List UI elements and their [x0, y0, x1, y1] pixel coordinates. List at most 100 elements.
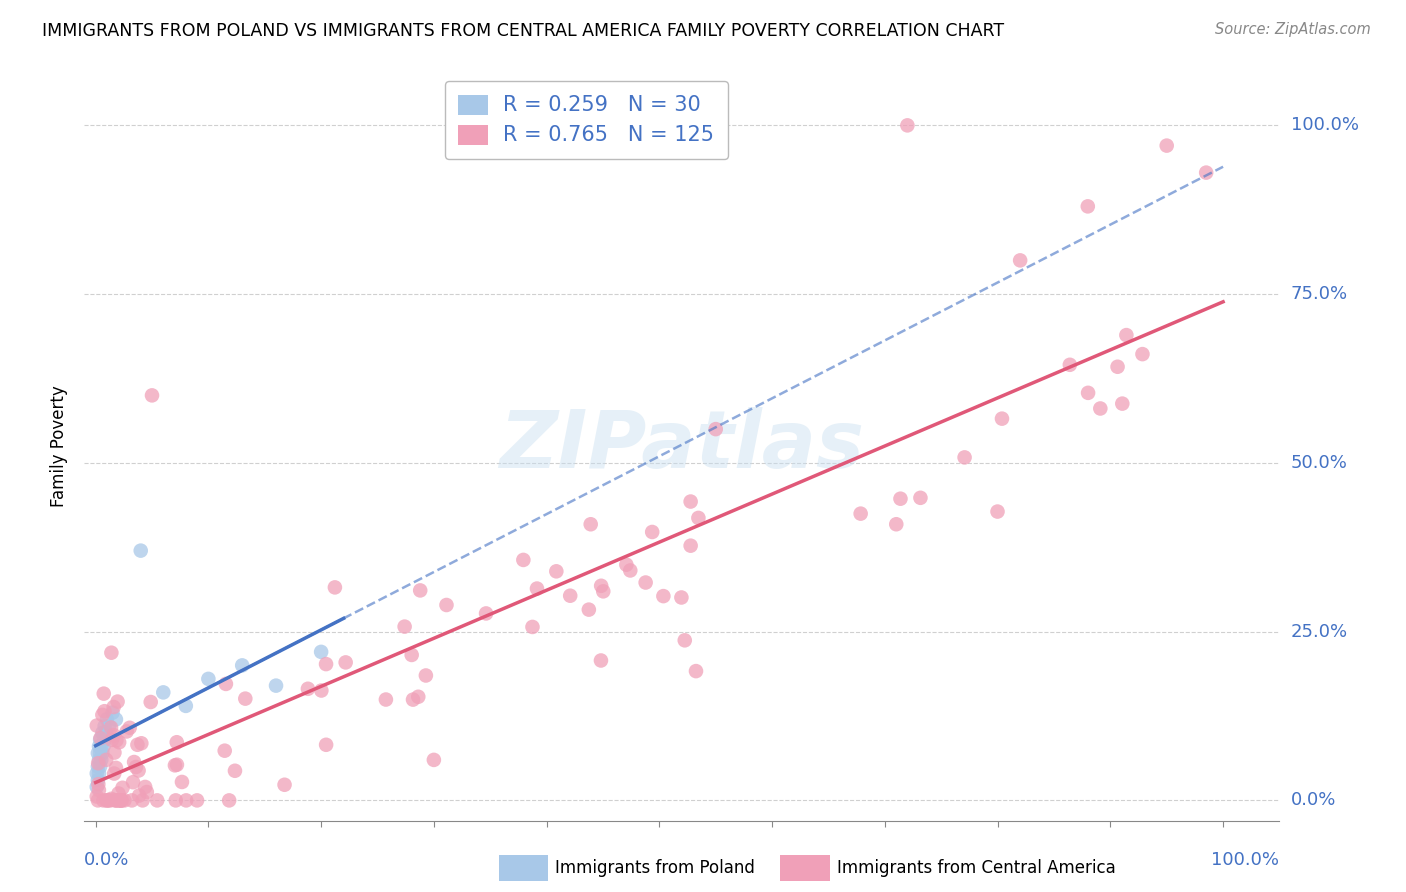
Point: [135, 785, 157, 799]
Point: [134, 780, 156, 794]
Point: [96, 753, 118, 767]
Point: [273, 778, 295, 792]
Text: 100.0%: 100.0%: [1291, 116, 1358, 135]
Point: [87, 739, 110, 754]
Point: [93, 793, 115, 807]
Point: [619, 564, 641, 578]
Point: [560, 589, 582, 603]
Point: [96, 793, 118, 807]
Point: [87, 746, 110, 760]
Point: [112, 793, 135, 807]
Point: [86, 789, 108, 804]
Text: Immigrants from Poland: Immigrants from Poland: [555, 859, 755, 877]
Point: [118, 721, 141, 735]
Point: [146, 793, 169, 807]
Point: [121, 793, 143, 807]
Y-axis label: Family Poverty: Family Poverty: [51, 385, 69, 507]
Point: [87, 777, 110, 791]
Point: [115, 724, 138, 739]
Point: [110, 793, 132, 807]
Point: [87, 753, 110, 767]
Point: [131, 793, 153, 807]
Point: [87, 766, 110, 780]
Point: [100, 792, 122, 806]
Text: 0.0%: 0.0%: [1291, 791, 1336, 809]
Text: Source: ZipAtlas.com: Source: ZipAtlas.com: [1215, 22, 1371, 37]
Point: [174, 698, 197, 713]
Point: [87, 759, 110, 773]
Point: [127, 738, 149, 752]
Point: [128, 789, 150, 803]
Point: [1195, 166, 1218, 180]
Point: [86, 718, 108, 732]
Point: [163, 758, 186, 772]
Point: [889, 491, 911, 506]
Point: [297, 681, 319, 696]
Point: [589, 653, 612, 667]
Point: [141, 388, 163, 402]
Point: [986, 505, 1008, 519]
Point: [685, 664, 707, 678]
Point: [107, 787, 129, 801]
Point: [1059, 358, 1081, 372]
Text: 75.0%: 75.0%: [1291, 285, 1348, 303]
Point: [323, 581, 346, 595]
Point: [103, 766, 125, 780]
Point: [953, 450, 976, 465]
Point: [107, 695, 129, 709]
Point: [688, 511, 710, 525]
Point: [591, 579, 613, 593]
Point: [214, 744, 236, 758]
Text: ZIPatlas: ZIPatlas: [499, 407, 865, 485]
Point: [1156, 138, 1178, 153]
Point: [122, 755, 145, 769]
Point: [93, 739, 115, 754]
Point: [104, 793, 127, 807]
Point: [634, 575, 657, 590]
Point: [108, 735, 131, 749]
Text: 50.0%: 50.0%: [1291, 454, 1347, 472]
Point: [592, 584, 614, 599]
Point: [309, 645, 332, 659]
Point: [100, 646, 122, 660]
Point: [128, 764, 150, 778]
Text: IMMIGRANTS FROM POLAND VS IMMIGRANTS FROM CENTRAL AMERICA FAMILY POVERTY CORRELA: IMMIGRANTS FROM POLAND VS IMMIGRANTS FRO…: [42, 22, 1004, 40]
Point: [108, 793, 131, 807]
Point: [849, 507, 872, 521]
Point: [98, 793, 121, 807]
Point: [86, 780, 108, 794]
Text: 100.0%: 100.0%: [1212, 851, 1279, 869]
Point: [104, 761, 127, 775]
Point: [152, 685, 174, 699]
Point: [679, 494, 702, 508]
Point: [105, 793, 128, 807]
Point: [1077, 385, 1099, 400]
Point: [910, 491, 932, 505]
Point: [401, 648, 423, 662]
Point: [224, 764, 246, 778]
Point: [679, 539, 702, 553]
Point: [641, 524, 664, 539]
Point: [111, 793, 134, 807]
Point: [87, 756, 110, 771]
Point: [231, 658, 253, 673]
Point: [896, 119, 918, 133]
Point: [89, 759, 111, 773]
Point: [89, 732, 111, 747]
Point: [89, 731, 111, 746]
Point: [335, 656, 357, 670]
Point: [406, 690, 429, 704]
Point: [104, 712, 127, 726]
Point: [394, 619, 416, 633]
Point: [96, 793, 118, 807]
Point: [105, 793, 128, 807]
Point: [87, 783, 110, 797]
Point: [315, 657, 337, 671]
Point: [91, 726, 114, 740]
Point: [614, 558, 637, 572]
Text: 25.0%: 25.0%: [1291, 623, 1348, 640]
Point: [87, 773, 110, 788]
Point: [90, 739, 112, 754]
Point: [475, 607, 498, 621]
Point: [96, 712, 118, 726]
